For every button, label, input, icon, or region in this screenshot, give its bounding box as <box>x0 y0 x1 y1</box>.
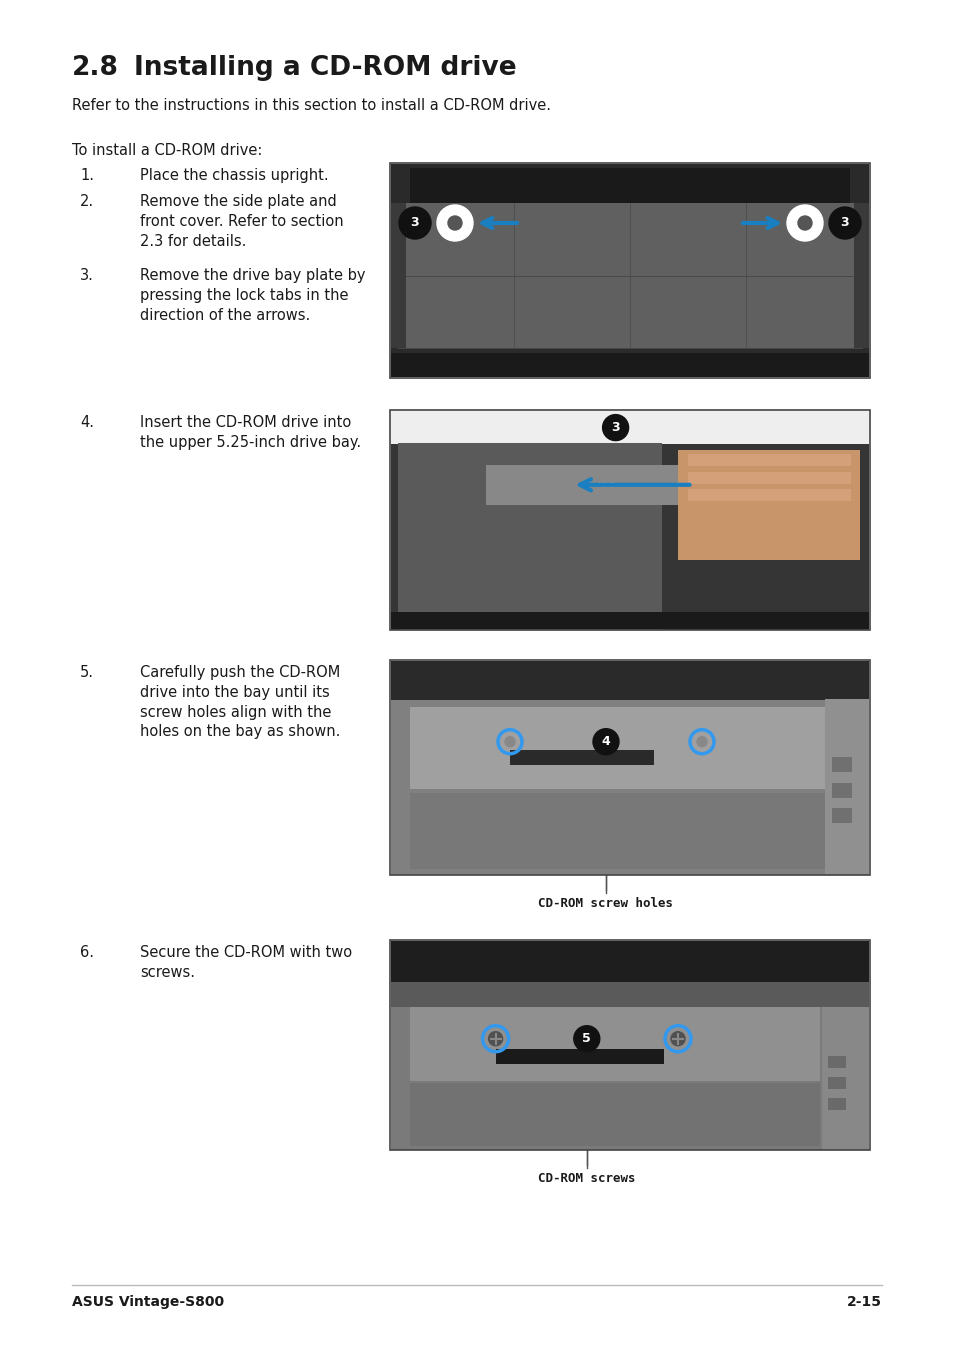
Bar <box>410 1082 820 1146</box>
Text: 1.: 1. <box>80 168 94 182</box>
Bar <box>831 757 851 771</box>
Circle shape <box>797 216 811 230</box>
Circle shape <box>697 736 706 747</box>
Text: CD-ROM screws: CD-ROM screws <box>537 1173 635 1185</box>
Circle shape <box>573 1025 599 1051</box>
Bar <box>853 203 868 349</box>
Bar <box>687 471 850 484</box>
Bar <box>391 661 868 700</box>
Text: 6.: 6. <box>80 944 94 961</box>
Bar <box>391 411 868 444</box>
Circle shape <box>398 207 431 239</box>
Bar <box>485 465 749 505</box>
Text: 4.: 4. <box>80 415 94 430</box>
Text: Place the chassis upright.: Place the chassis upright. <box>140 168 328 182</box>
Text: Installing a CD-ROM drive: Installing a CD-ROM drive <box>133 55 517 81</box>
Circle shape <box>448 216 461 230</box>
Bar <box>390 163 869 378</box>
Bar <box>678 450 860 559</box>
Bar <box>824 698 868 875</box>
Bar <box>391 942 868 984</box>
Text: ASUS Vintage-S800: ASUS Vintage-S800 <box>71 1296 224 1309</box>
Bar <box>397 443 661 630</box>
Bar <box>391 698 868 875</box>
Bar <box>687 489 850 501</box>
Bar <box>495 1050 663 1063</box>
Bar <box>410 708 829 789</box>
Bar <box>391 982 868 1008</box>
Bar <box>391 163 868 377</box>
Bar <box>391 1008 868 1150</box>
Bar <box>510 750 654 766</box>
Text: 3: 3 <box>840 216 848 230</box>
Text: Remove the drive bay plate by
pressing the lock tabs in the
direction of the arr: Remove the drive bay plate by pressing t… <box>140 267 365 323</box>
Bar <box>827 1077 845 1089</box>
Bar <box>391 163 868 377</box>
Bar <box>821 1008 868 1150</box>
Circle shape <box>786 205 822 240</box>
Text: 3: 3 <box>611 422 619 434</box>
Text: Carefully push the CD-ROM
drive into the bay until its
screw holes align with th: Carefully push the CD-ROM drive into the… <box>140 665 340 739</box>
Bar <box>410 168 849 203</box>
Text: Remove the side plate and
front cover. Refer to section
2.3 for details.: Remove the side plate and front cover. R… <box>140 195 343 249</box>
Circle shape <box>670 1032 684 1046</box>
Text: 3.: 3. <box>80 267 93 282</box>
Bar <box>827 1055 845 1069</box>
Bar <box>391 411 868 630</box>
Bar <box>390 661 869 875</box>
Text: Refer to the instructions in this section to install a CD-ROM drive.: Refer to the instructions in this sectio… <box>71 99 551 113</box>
Circle shape <box>504 736 515 747</box>
Bar <box>687 454 850 466</box>
Bar <box>391 353 868 377</box>
Text: Insert the CD-ROM drive into
the upper 5.25-inch drive bay.: Insert the CD-ROM drive into the upper 5… <box>140 415 361 450</box>
Bar <box>391 443 868 630</box>
Text: To install a CD-ROM drive:: To install a CD-ROM drive: <box>71 143 262 158</box>
Circle shape <box>593 728 618 755</box>
Bar <box>410 793 829 869</box>
Text: 2-15: 2-15 <box>846 1296 882 1309</box>
Bar <box>397 203 862 349</box>
Bar <box>391 942 868 1148</box>
Text: 2.8: 2.8 <box>71 55 119 81</box>
Bar <box>391 612 868 630</box>
Bar <box>831 808 851 823</box>
Circle shape <box>488 1032 502 1046</box>
Text: Secure the CD-ROM with two
screws.: Secure the CD-ROM with two screws. <box>140 944 352 979</box>
Text: ASUS: ASUS <box>596 482 615 488</box>
Bar <box>391 203 406 349</box>
Text: 5.: 5. <box>80 665 94 680</box>
Bar <box>390 940 869 1150</box>
Text: CD-ROM screw holes: CD-ROM screw holes <box>537 897 673 911</box>
Bar <box>390 409 869 630</box>
Bar <box>391 661 868 874</box>
Circle shape <box>436 205 473 240</box>
Bar <box>827 1097 845 1111</box>
Text: 2.: 2. <box>80 195 94 209</box>
Text: 5: 5 <box>582 1032 591 1046</box>
Circle shape <box>602 415 628 440</box>
Text: 4: 4 <box>601 735 610 748</box>
Bar <box>831 782 851 797</box>
Circle shape <box>828 207 861 239</box>
Text: 3: 3 <box>410 216 419 230</box>
Bar <box>410 1008 820 1081</box>
